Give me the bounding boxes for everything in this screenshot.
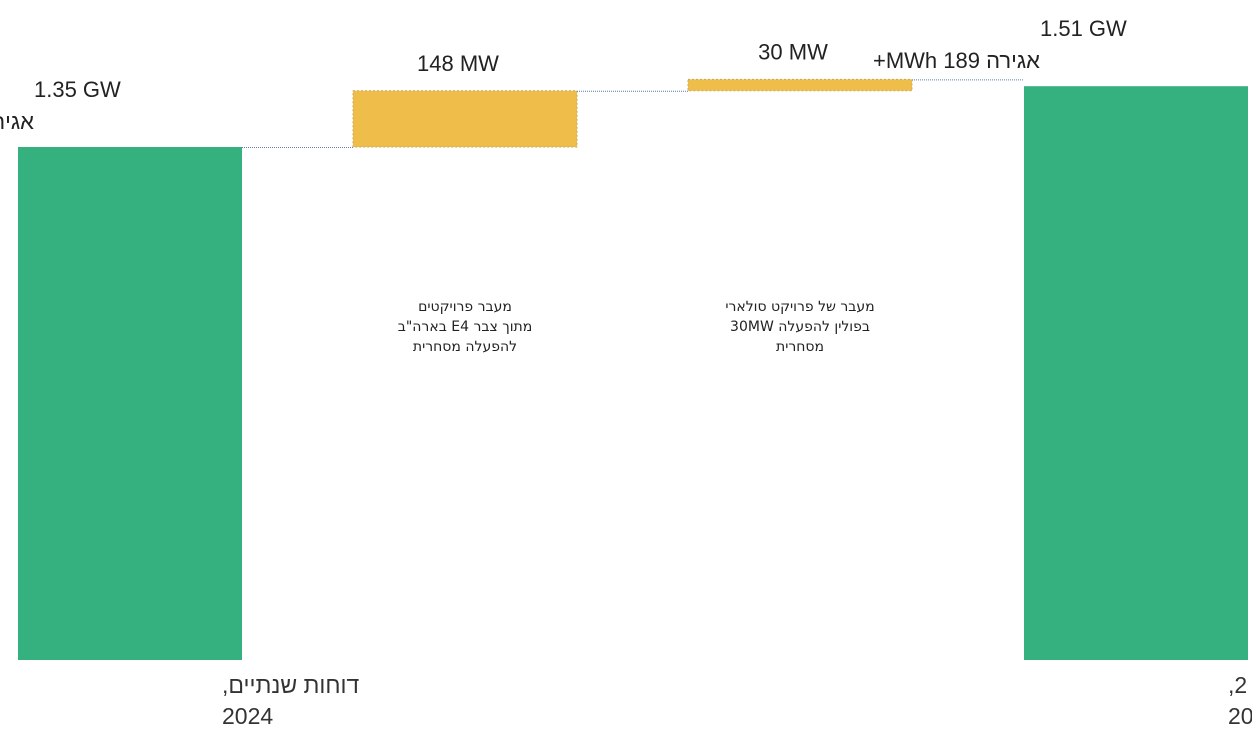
category-label-line: דוחות שנתיים, bbox=[222, 672, 359, 698]
bar-description-line: מתוך צבר E4 בארה"ב bbox=[398, 319, 533, 335]
bar-storage-label: אגירה 189 MWh+ bbox=[873, 48, 1040, 73]
total-bar bbox=[18, 147, 242, 660]
bar-description-line: מעבר פרויקטים bbox=[418, 299, 512, 315]
bar-description-line: מעבר של פרויקט סולארי bbox=[725, 299, 874, 315]
bar-value-label: 1.51 GW bbox=[1040, 16, 1127, 41]
category-label-line: 2024 bbox=[222, 703, 273, 729]
bar-value-label: 1.35 GW bbox=[34, 77, 121, 102]
bar-description-line: מסחרית bbox=[776, 339, 824, 355]
bar-storage-label: אגירה 189 MWh+ bbox=[0, 109, 34, 134]
total-bar bbox=[1024, 86, 1248, 660]
bar-description-line: להפעלה מסחרית bbox=[413, 339, 517, 355]
delta-bar bbox=[687, 78, 913, 92]
bar-value-label: 30 MW bbox=[758, 39, 828, 64]
bar-description-line: 30MW בפולין להפעלה bbox=[730, 319, 870, 335]
category-label-line: 2025* bbox=[1228, 703, 1252, 729]
category-label-line: דוחות רבעון 2, bbox=[1228, 672, 1252, 698]
bar-value-label: 148 MW bbox=[417, 51, 499, 76]
delta-bar bbox=[352, 90, 578, 148]
